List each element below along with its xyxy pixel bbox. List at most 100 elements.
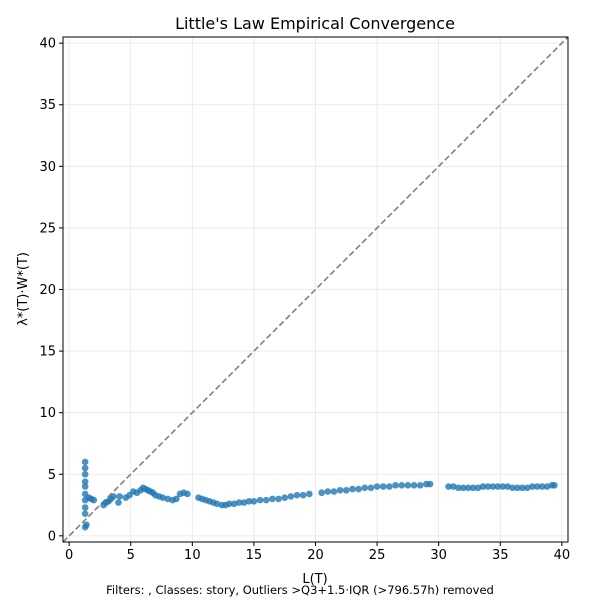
data-point xyxy=(81,458,89,466)
data-point xyxy=(494,483,502,490)
data-point xyxy=(519,484,526,492)
data-point xyxy=(90,496,98,504)
y-tick-label: 0 xyxy=(48,529,56,544)
data-point xyxy=(404,482,412,489)
y-tick-label: 40 xyxy=(39,37,56,52)
data-point xyxy=(499,483,507,490)
data-point xyxy=(318,489,325,497)
data-point xyxy=(245,498,253,505)
data-point xyxy=(450,483,457,490)
data-point xyxy=(336,486,344,494)
x-tick-label: 40 xyxy=(554,548,571,563)
data-point xyxy=(262,496,270,504)
x-axis-ticks: 0 5 10 15 20 25 30 35 40 xyxy=(65,542,570,563)
data-point xyxy=(115,499,122,506)
data-point xyxy=(410,482,418,489)
data-point xyxy=(367,484,375,492)
y-tick-label: 25 xyxy=(39,221,56,236)
data-point xyxy=(469,484,477,492)
data-point xyxy=(287,493,295,500)
data-point xyxy=(235,499,243,506)
grid xyxy=(63,37,568,542)
data-point xyxy=(184,490,191,498)
data-point xyxy=(81,483,89,490)
data-point xyxy=(514,484,521,492)
data-point xyxy=(479,483,487,490)
data-point xyxy=(355,485,362,493)
data-point xyxy=(416,482,424,489)
data-point xyxy=(299,491,307,499)
chart-title: Little's Law Empirical Convergence xyxy=(175,14,455,33)
data-point xyxy=(159,494,167,501)
x-tick-label: 15 xyxy=(246,548,263,563)
data-point xyxy=(349,485,356,493)
data-point xyxy=(256,496,264,504)
data-point xyxy=(81,464,89,472)
x-tick-label: 25 xyxy=(369,548,386,563)
data-point xyxy=(533,483,541,490)
data-point xyxy=(474,484,482,492)
x-tick-label: 0 xyxy=(65,548,73,563)
data-point xyxy=(324,488,332,495)
data-point xyxy=(361,484,369,492)
data-point xyxy=(110,493,117,500)
data-point xyxy=(81,470,89,478)
data-point xyxy=(83,521,90,529)
x-tick-label: 30 xyxy=(430,548,447,563)
y-tick-label: 20 xyxy=(39,283,56,298)
x-axis-label: L(T) xyxy=(302,572,327,587)
data-point xyxy=(464,484,472,492)
data-point xyxy=(164,495,171,503)
y-axis-label: λ*(T)·W*(T) xyxy=(16,252,31,326)
data-point xyxy=(342,486,350,494)
y-tick-label: 30 xyxy=(39,160,56,175)
data-point xyxy=(306,490,313,498)
data-point xyxy=(230,500,238,508)
data-point xyxy=(293,491,301,499)
data-point xyxy=(455,484,462,492)
data-point xyxy=(81,510,89,517)
data-point xyxy=(373,483,381,490)
data-point xyxy=(524,484,531,492)
data-point xyxy=(81,478,89,485)
scatter-points xyxy=(81,458,558,531)
data-point xyxy=(330,488,338,495)
footnote-text: Filters: , Classes: story, Outliers >Q3+… xyxy=(106,583,494,597)
y-tick-label: 10 xyxy=(39,406,56,421)
data-point xyxy=(460,484,467,492)
y-tick-label: 15 xyxy=(39,345,56,360)
data-point xyxy=(509,484,516,492)
data-point xyxy=(173,495,180,503)
data-point xyxy=(281,494,289,501)
data-point xyxy=(445,483,452,490)
data-point xyxy=(386,483,393,490)
data-point xyxy=(269,495,276,503)
data-point xyxy=(538,483,546,490)
y-axis-ticks: 0 5 10 15 20 25 30 35 40 xyxy=(39,37,63,544)
data-point xyxy=(250,498,258,505)
data-point xyxy=(392,482,399,489)
data-point xyxy=(240,499,248,506)
y-tick-label: 35 xyxy=(39,98,56,113)
data-point xyxy=(398,482,406,489)
x-tick-label: 10 xyxy=(184,548,201,563)
y-tick-label: 5 xyxy=(48,468,56,483)
data-point xyxy=(551,482,558,489)
data-point xyxy=(504,483,511,490)
data-point xyxy=(116,493,123,500)
data-point xyxy=(528,483,536,490)
data-point xyxy=(543,483,551,490)
x-tick-label: 5 xyxy=(127,548,135,563)
data-point xyxy=(213,500,221,508)
data-point xyxy=(426,480,434,488)
data-point xyxy=(489,483,497,490)
reference-line-y-equals-x xyxy=(62,36,569,543)
data-point xyxy=(225,500,233,508)
data-point xyxy=(81,504,89,511)
x-tick-label: 20 xyxy=(307,548,324,563)
data-point xyxy=(484,483,492,490)
data-point xyxy=(275,495,282,503)
data-point xyxy=(379,483,387,490)
